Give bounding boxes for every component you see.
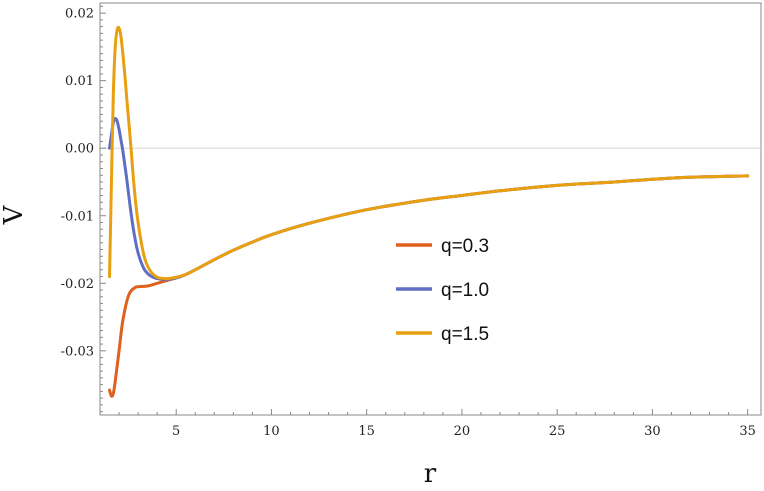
x-tick-label: 30 — [644, 424, 661, 439]
plot-frame — [99, 2, 762, 416]
x-axis-title: r — [424, 459, 437, 489]
legend-label: q=1.0 — [441, 280, 489, 301]
y-tick-label: 0.01 — [65, 74, 94, 89]
y-tick-label: -0.03 — [61, 344, 94, 359]
series-line-q-1-5 — [108, 25, 750, 281]
y-axis-title: V — [0, 204, 29, 225]
x-tick-label: 35 — [739, 424, 756, 439]
y-axis-ticks: 0.02 0.01 0.00 -0.01 -0.02 -0.03 — [61, 5, 106, 413]
x-tick-label: 10 — [263, 424, 280, 439]
y-tick-label: 0.02 — [65, 7, 94, 22]
y-tick-label: -0.01 — [61, 209, 94, 224]
x-axis-ticks: 5 10 15 20 25 30 35 — [99, 409, 756, 439]
legend: q=0.3 q=1.0 q=1.5 — [396, 236, 489, 345]
legend-label: q=1.5 — [441, 324, 489, 345]
x-tick-label: 5 — [172, 424, 180, 439]
x-tick-label: 15 — [358, 424, 375, 439]
series-line-q-0-3 — [108, 174, 750, 398]
x-tick-label: 20 — [454, 424, 471, 439]
y-tick-label: -0.02 — [61, 277, 94, 292]
y-tick-label: 0.00 — [65, 142, 94, 157]
x-tick-label: 25 — [549, 424, 566, 439]
legend-label: q=0.3 — [441, 236, 489, 257]
series-lines — [108, 25, 750, 398]
